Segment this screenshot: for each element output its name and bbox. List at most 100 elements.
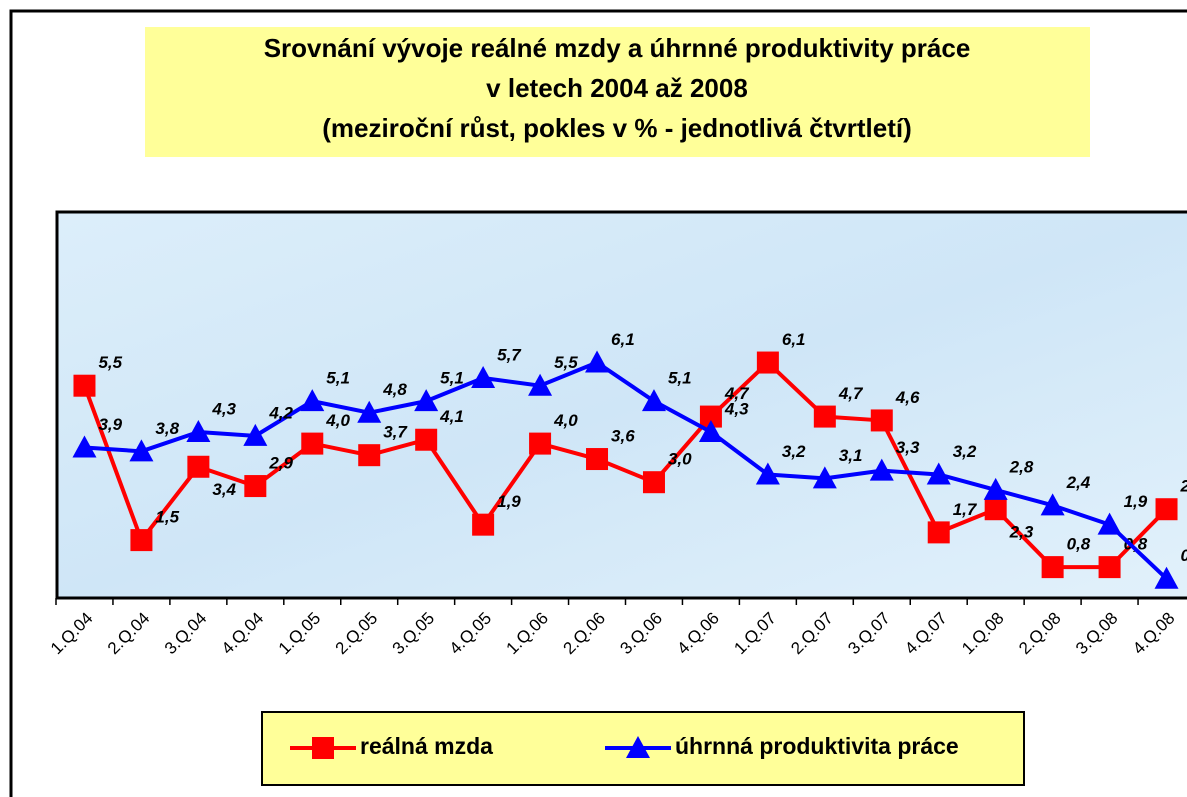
- data-label: 1,5: [155, 508, 179, 527]
- x-tick-label: 1.Q.06: [503, 609, 553, 659]
- x-tick-label: 3.Q.04: [161, 609, 211, 659]
- legend-label: úhrnná produktivita práce: [675, 733, 959, 759]
- data-label: 2,3: [1180, 477, 1187, 496]
- x-tick-label: 2.Q.04: [104, 609, 154, 659]
- chart-title: Srovnání vývoje reálné mzdy a úhrnné pro…: [264, 33, 971, 63]
- data-point: [984, 498, 1007, 521]
- data-label: 5,1: [668, 369, 692, 388]
- legend-marker: [312, 737, 334, 759]
- data-label: 3,4: [212, 480, 236, 499]
- data-point: [471, 365, 496, 388]
- data-label: 5,5: [98, 353, 122, 372]
- data-label: 4,0: [325, 411, 350, 430]
- data-label: 3,8: [155, 419, 179, 438]
- data-label: 3,1: [839, 446, 863, 465]
- data-label: 3,0: [668, 450, 692, 469]
- data-label: 2,9: [268, 454, 293, 473]
- data-point: [1097, 512, 1122, 535]
- data-point: [812, 466, 837, 489]
- data-label: 3,2: [953, 442, 977, 461]
- data-point: [1155, 498, 1178, 521]
- data-label: 4,7: [724, 384, 750, 403]
- frame: [9, 9, 1187, 797]
- x-tick-label: 1.Q.07: [730, 609, 780, 659]
- data-point: [1041, 556, 1064, 579]
- data-point: [129, 439, 154, 462]
- x-tick-label: 4.Q.08: [1129, 609, 1179, 659]
- data-point: [926, 462, 951, 485]
- x-tick-label: 3.Q.08: [1072, 609, 1122, 659]
- data-point: [927, 521, 950, 544]
- data-point: [301, 432, 324, 455]
- data-label: 3,3: [896, 438, 920, 457]
- data-label: 4,3: [724, 400, 749, 419]
- data-label: 1,9: [497, 492, 521, 511]
- data-label: 4,3: [211, 400, 236, 419]
- data-point: [983, 477, 1008, 500]
- data-point: [1154, 566, 1179, 589]
- data-label: 5,5: [554, 353, 578, 372]
- data-point: [186, 420, 211, 443]
- x-tick-label: 4.Q.05: [446, 609, 496, 659]
- x-tick-label: 4.Q.04: [218, 609, 268, 659]
- x-tick-label: 4.Q.07: [901, 609, 951, 659]
- data-point: [529, 432, 552, 455]
- data-point: [869, 458, 894, 481]
- data-point: [244, 475, 267, 498]
- data-point: [813, 405, 836, 428]
- data-point: [357, 400, 382, 423]
- data-label: 4,2: [268, 403, 293, 422]
- data-label: 5,7: [497, 345, 522, 364]
- chart-title: v letech 2004 až 2008: [486, 73, 748, 103]
- x-tick-label: 3.Q.05: [389, 609, 439, 659]
- data-point: [300, 389, 325, 412]
- x-tick-label: 2.Q.05: [332, 609, 382, 659]
- data-label: 1,7: [953, 500, 978, 519]
- x-tick-label: 4.Q.06: [673, 609, 723, 659]
- data-label: 5,1: [440, 369, 464, 388]
- series-line: [84, 360, 1168, 581]
- data-label: 2,4: [1066, 473, 1091, 492]
- x-tick-label: 1.Q.05: [275, 609, 325, 659]
- data-label: 1,9: [1124, 492, 1148, 511]
- data-label: 0,5: [1181, 546, 1187, 565]
- x-tick-label: 3.Q.06: [616, 609, 666, 659]
- data-point: [1040, 493, 1065, 516]
- legend-marker: [626, 736, 650, 758]
- data-label: 0,8: [1067, 535, 1091, 554]
- data-point: [642, 471, 665, 494]
- data-label: 4,6: [895, 388, 920, 407]
- data-label: 2,3: [1009, 523, 1034, 542]
- data-point: [472, 513, 495, 536]
- data-point: [415, 428, 438, 451]
- data-point: [73, 374, 96, 397]
- data-label: 3,6: [611, 427, 635, 446]
- data-label: 3,7: [383, 423, 408, 442]
- plot-area: [55, 210, 1187, 600]
- data-point: [698, 420, 723, 443]
- x-tick-label: 2.Q.08: [1015, 609, 1065, 659]
- data-label: 4,0: [553, 411, 578, 430]
- data-label: 0,8: [1124, 535, 1148, 554]
- data-point: [699, 405, 722, 428]
- data-point: [72, 435, 97, 458]
- data-label: 6,1: [611, 330, 635, 349]
- data-label: 6,1: [782, 330, 806, 349]
- data-point: [585, 350, 610, 373]
- data-point: [1098, 556, 1121, 579]
- data-point: [414, 389, 439, 412]
- data-label: 3,9: [98, 415, 122, 434]
- data-point: [756, 351, 779, 374]
- data-point: [528, 373, 553, 396]
- data-label: 4,1: [439, 407, 464, 426]
- x-tick-label: 1.Q.08: [958, 609, 1008, 659]
- data-point: [187, 455, 210, 478]
- x-tick-label: 2.Q.07: [787, 609, 837, 659]
- data-point: [358, 444, 381, 467]
- data-point: [243, 423, 268, 446]
- data-point: [641, 389, 666, 412]
- legend-label: reálná mzda: [360, 733, 493, 759]
- data-point: [586, 448, 609, 471]
- data-point: [870, 409, 893, 432]
